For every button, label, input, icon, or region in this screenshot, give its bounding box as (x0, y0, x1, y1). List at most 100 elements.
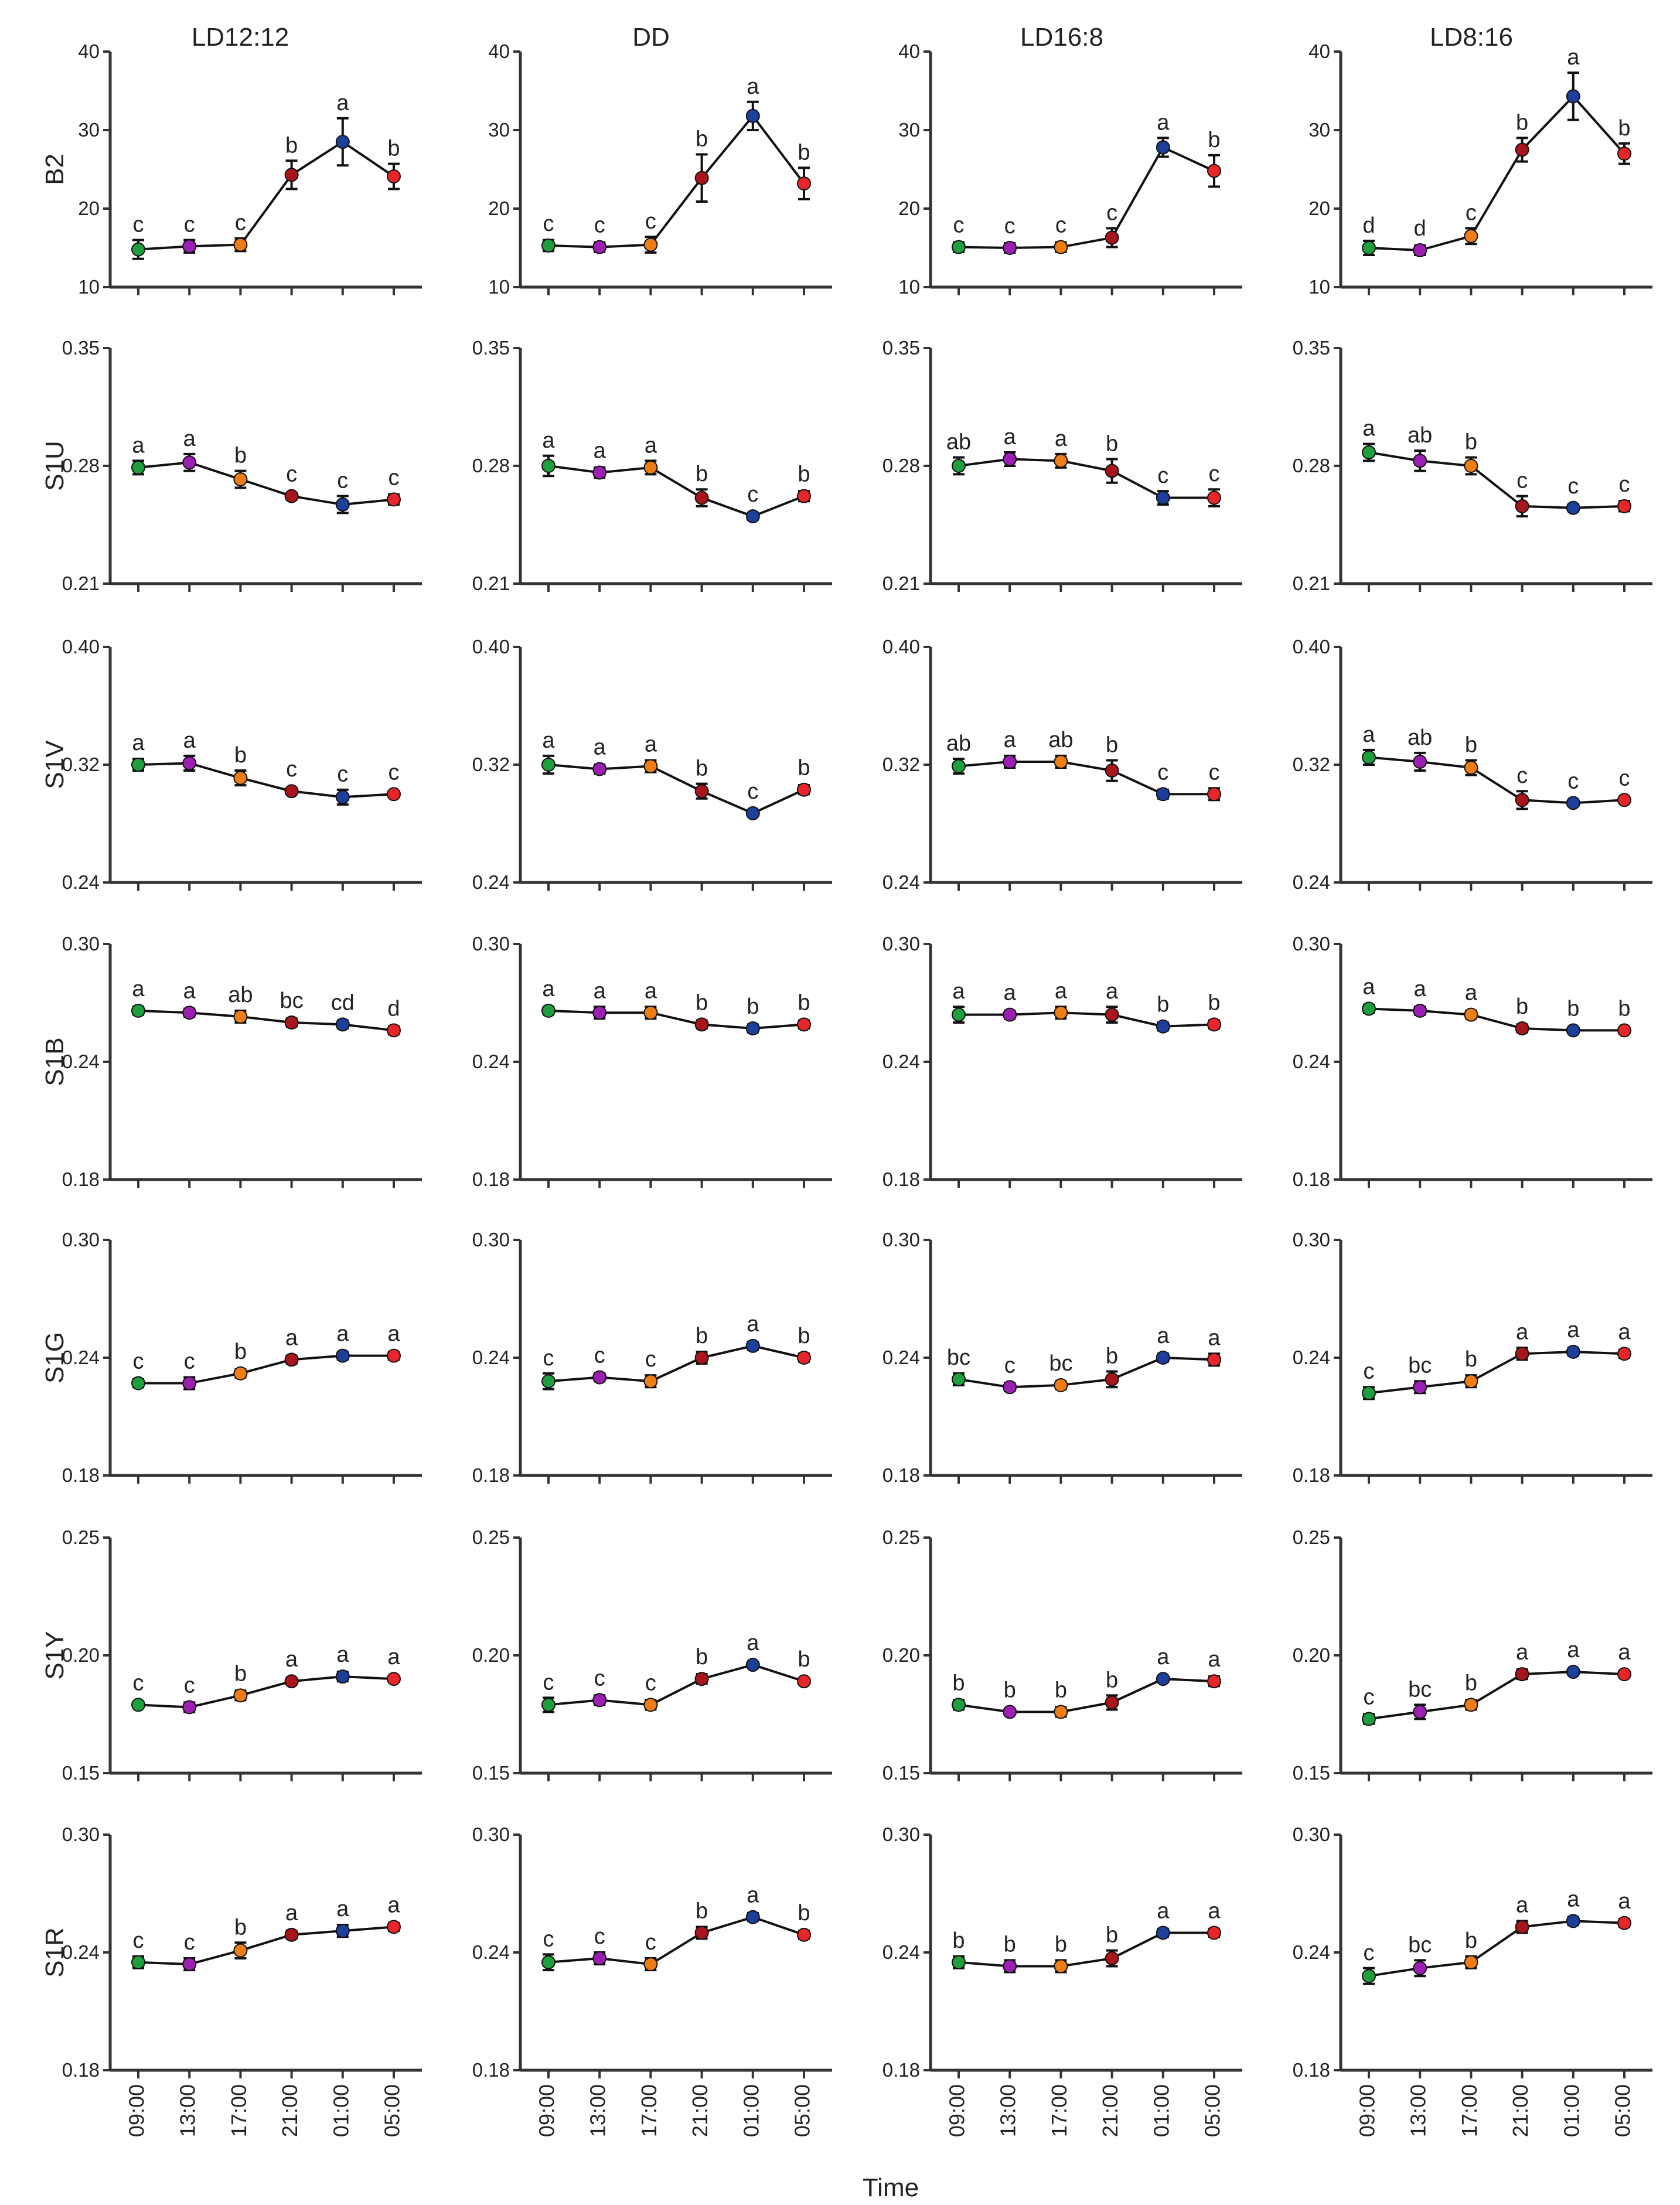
significance-label: c (645, 209, 656, 234)
data-point (643, 1957, 658, 1972)
data-point (592, 465, 607, 480)
significance-label: a (1362, 417, 1375, 441)
panel-s1v-dd: 0.40 0.32 0.24 a a a b c b (472, 636, 832, 893)
data-point (1413, 1380, 1427, 1395)
y-tick-label: 0.35 (472, 337, 510, 359)
x-tick-label: 21:00 (1508, 2084, 1532, 2137)
significance-label: a (1004, 728, 1017, 752)
panel-s1r-dd: 0.30 0.24 0.18 09:00 13:00 17:00 21:00 01:00 05:… (472, 1824, 832, 2137)
data-point (1054, 1378, 1068, 1392)
significance-label: c (133, 1349, 144, 1374)
significance-label: a (645, 433, 657, 458)
data-point (541, 1374, 556, 1389)
column-titles: LD12:12 DD LD16:8 LD8:16 (192, 23, 1513, 52)
data-point (131, 1955, 145, 1969)
panel-s1g-dd: 0.30 0.24 0.18 c c c b a b (472, 1229, 832, 1486)
series-line (548, 1916, 805, 1966)
data-point (797, 1674, 811, 1689)
significance-label: a (1516, 1320, 1529, 1344)
data-point (1105, 1695, 1119, 1710)
significance-label: b (696, 462, 708, 486)
y-tick-label: 0.28 (882, 455, 920, 476)
data-point (1207, 787, 1221, 802)
y-tick-label: 20 (488, 197, 510, 219)
significance-label: a (132, 731, 145, 755)
data-point (182, 239, 197, 254)
significance-label: b (285, 133, 298, 158)
significance-label: bc (1408, 1677, 1432, 1702)
y-tick-label: 0.32 (472, 754, 510, 775)
series-line (138, 1675, 394, 1709)
significance-label: c (594, 213, 605, 238)
panel-b2-ld8-16: 40 30 20 10 d d c b a b (1308, 40, 1652, 298)
significance-label: a (1618, 1889, 1631, 1914)
data-point (745, 806, 760, 820)
data-point (1464, 761, 1478, 775)
significance-label: c (1517, 764, 1528, 788)
data-point (1054, 1959, 1068, 1974)
y-tick-label: 0.20 (882, 1644, 920, 1666)
significance-label: c (1157, 464, 1168, 488)
data-point (387, 787, 401, 802)
data-point (541, 1955, 556, 1969)
data-point (694, 1017, 709, 1032)
significance-label: c (337, 762, 348, 787)
data-point (1413, 1705, 1427, 1719)
data-point (1054, 1705, 1068, 1719)
significance-label: a (336, 1642, 349, 1667)
panel-s1b-ld16-8: 0.30 0.24 0.18 a a a a b b (882, 933, 1242, 1190)
data-point (952, 240, 966, 254)
significance-label: c (389, 465, 400, 490)
y-tick-label: 0.24 (1293, 1347, 1330, 1368)
significance-label: a (1157, 1899, 1170, 1924)
significance-label: a (645, 979, 657, 1003)
data-point (1054, 454, 1068, 468)
data-point (1413, 454, 1427, 468)
significance-label: a (1516, 1640, 1529, 1665)
panel-s1y-ld12-12: 0.25 0.20 0.15 c c b a a a (62, 1526, 422, 1784)
significance-label: b (1106, 1344, 1118, 1368)
y-tick-label: 0.40 (882, 636, 920, 657)
significance-label: a (1465, 981, 1478, 1006)
data-point (592, 1006, 607, 1020)
data-point (131, 460, 145, 475)
data-point (952, 1007, 966, 1022)
data-point (1515, 1347, 1529, 1361)
significance-label: bc (1408, 1933, 1432, 1957)
significance-label: a (1004, 425, 1017, 449)
significance-label: a (594, 735, 606, 760)
y-tick-label: 0.18 (1293, 1168, 1330, 1190)
significance-label: ab (946, 731, 971, 756)
y-tick-label: 30 (898, 119, 920, 141)
y-tick-label: 0.24 (472, 1051, 510, 1072)
data-point (335, 1669, 350, 1684)
significance-label: c (1004, 1353, 1016, 1378)
significance-label: c (133, 1671, 144, 1695)
data-point (643, 460, 658, 475)
row-label-s1u: S1U (40, 441, 69, 491)
data-point (745, 1021, 760, 1036)
significance-label: a (594, 438, 606, 463)
data-point (592, 1951, 607, 1966)
data-point (745, 509, 760, 524)
significance-label: b (234, 1661, 247, 1686)
y-tick-label: 0.20 (472, 1644, 510, 1666)
data-point (335, 135, 350, 149)
significance-label: b (234, 1915, 247, 1940)
x-tick-label: 05:00 (1611, 2084, 1635, 2137)
series-line (138, 140, 395, 251)
significance-label: b (798, 990, 810, 1015)
data-point (1003, 1007, 1017, 1022)
y-tick-label: 0.20 (1293, 1644, 1330, 1666)
data-point (1464, 229, 1478, 243)
significance-label: c (1106, 201, 1117, 226)
data-point (1362, 1969, 1376, 1984)
significance-label: a (183, 979, 196, 1003)
significance-label: b (1618, 996, 1630, 1021)
row-label-s1g: S1G (40, 1332, 69, 1383)
x-tick-label: 17:00 (1047, 2084, 1071, 2137)
significance-label: a (1055, 979, 1068, 1003)
significance-label: a (594, 979, 606, 1003)
data-point (1617, 793, 1631, 807)
significance-label: b (696, 756, 708, 781)
